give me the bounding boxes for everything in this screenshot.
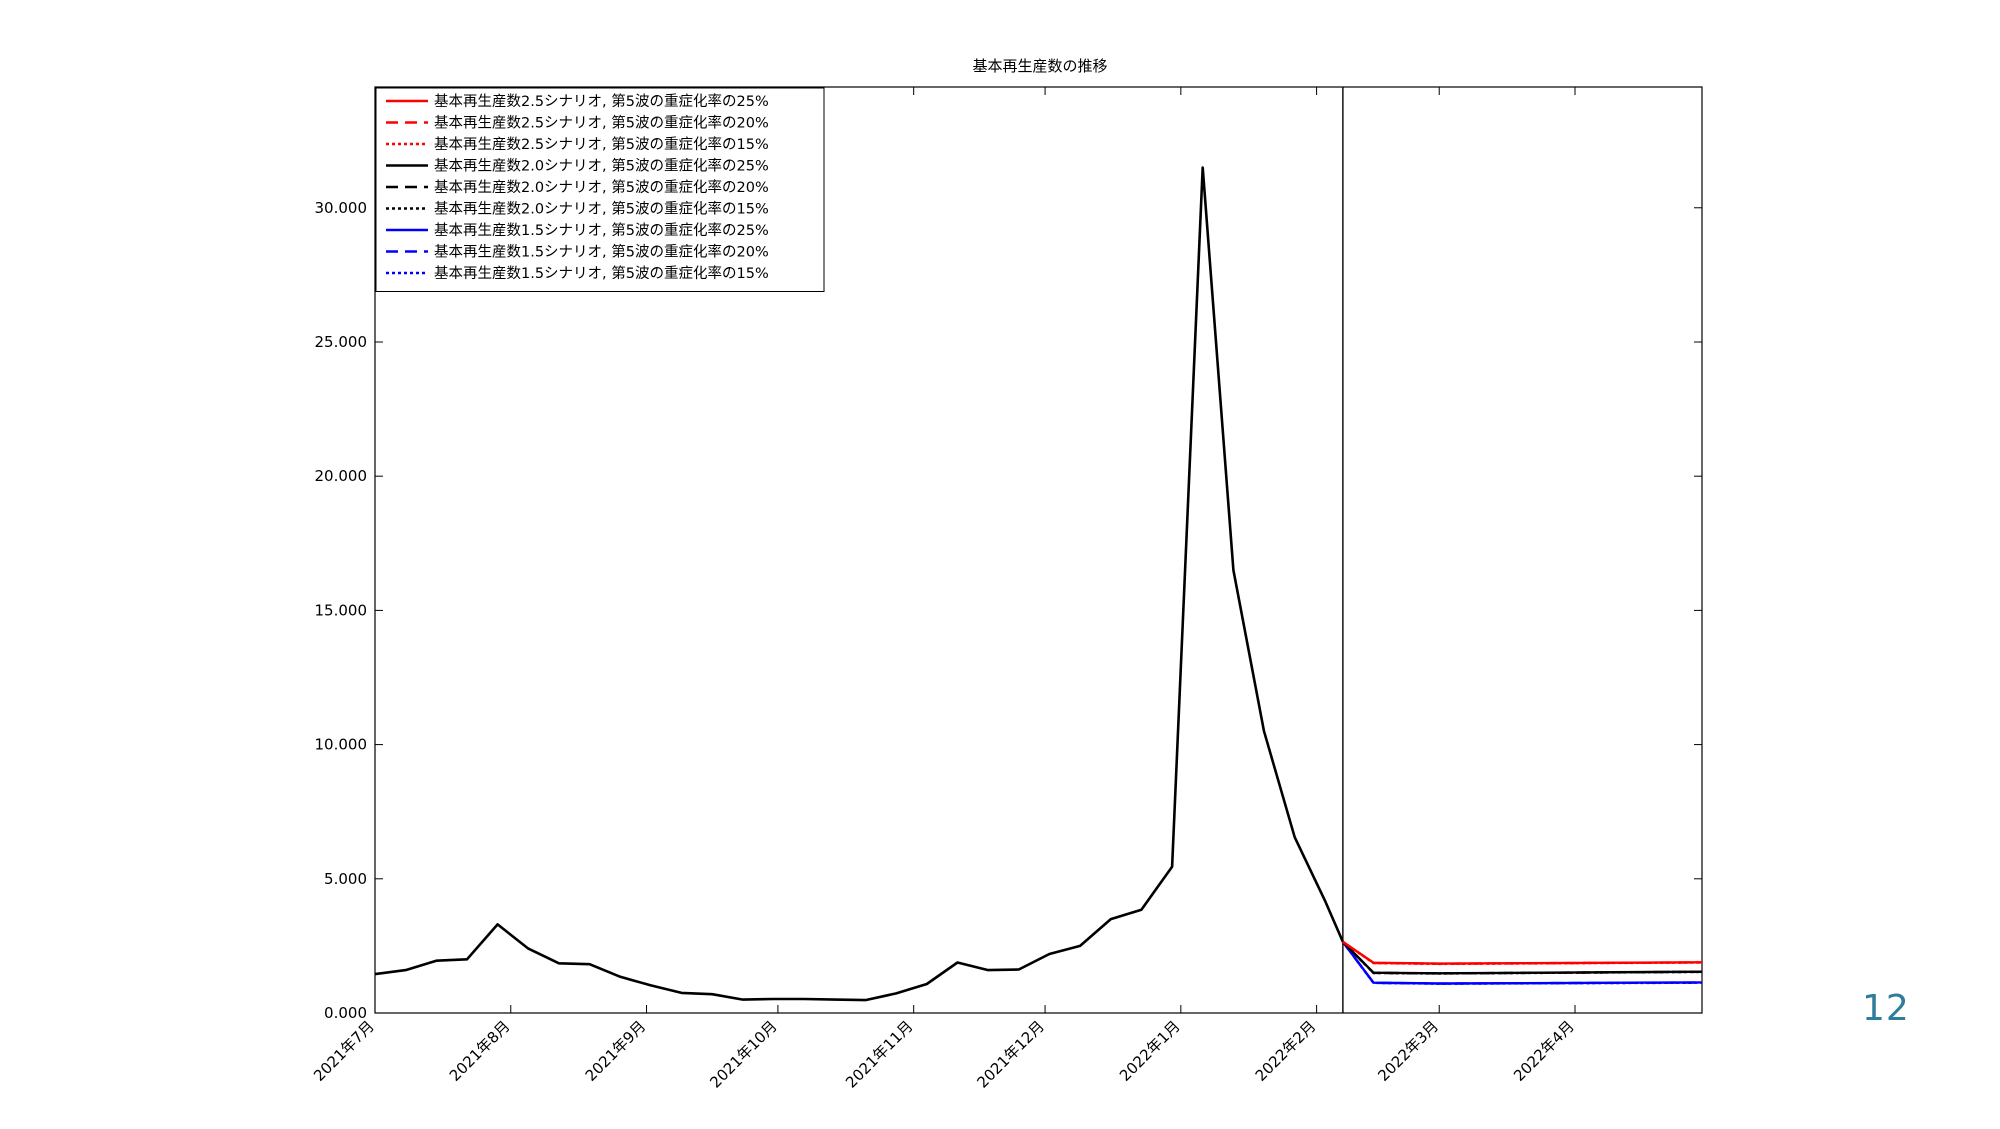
legend-box xyxy=(375,87,825,292)
y-tick-label: 10.000 xyxy=(315,736,368,754)
series-line-2 xyxy=(1342,940,1703,965)
x-tick-label: 2021年11月 xyxy=(842,1017,916,1091)
y-tick-label: 20.000 xyxy=(315,467,368,485)
legend-label: 基本再生産数2.5シナリオ, 第5波の重症化率の15% xyxy=(434,135,769,153)
y-tick-label: 5.000 xyxy=(324,870,367,888)
page-number: 12 xyxy=(1862,988,1910,1029)
x-tick-label: 2021年9月 xyxy=(582,1017,650,1085)
axes-box xyxy=(374,86,1703,1014)
x-tick-label: 2021年7月 xyxy=(310,1017,378,1085)
legend-label: 基本再生産数2.0シナリオ, 第5波の重症化率の15% xyxy=(434,200,769,218)
legend-label: 基本再生産数2.5シナリオ, 第5波の重症化率の25% xyxy=(434,92,769,110)
legend-label: 基本再生産数1.5シナリオ, 第5波の重症化率の25% xyxy=(434,221,769,239)
series-line-5 xyxy=(1342,941,1703,975)
y-tick-label: 30.000 xyxy=(315,199,368,217)
legend-label: 基本再生産数1.5シナリオ, 第5波の重症化率の20% xyxy=(434,243,769,261)
chart-title: 基本再生産数の推移 xyxy=(972,57,1107,75)
x-tick-label: 2022年4月 xyxy=(1510,1017,1578,1085)
x-tick-label: 2021年10月 xyxy=(706,1017,780,1091)
x-tick-label: 2021年8月 xyxy=(446,1017,514,1085)
x-tick-label: 2022年1月 xyxy=(1116,1017,1184,1085)
legend-label: 基本再生産数2.0シナリオ, 第5波の重症化率の25% xyxy=(434,157,769,175)
series-line-3 xyxy=(1342,940,1703,966)
series-line-6 xyxy=(1342,941,1703,975)
series-line-1 xyxy=(1342,940,1703,965)
y-tick-label: 25.000 xyxy=(315,333,368,351)
series-line-history xyxy=(374,166,1345,1002)
series-line-4 xyxy=(1342,941,1703,975)
y-tick-label: 15.000 xyxy=(315,601,368,619)
x-tick-label: 2022年3月 xyxy=(1374,1017,1442,1085)
series-line-9 xyxy=(1341,941,1703,985)
legend: 基本再生産数2.5シナリオ, 第5波の重症化率の25% 基本再生産数2.5シナリオ… xyxy=(375,87,825,292)
legend-label: 基本再生産数1.5シナリオ, 第5波の重症化率の15% xyxy=(434,264,769,282)
legend-label: 基本再生産数2.5シナリオ, 第5波の重症化率の20% xyxy=(434,114,769,132)
y-tick-label: 0.000 xyxy=(324,1004,367,1022)
legend-label: 基本再生産数2.0シナリオ, 第5波の重症化率の20% xyxy=(434,178,769,196)
x-tick-label: 2022年2月 xyxy=(1252,1017,1320,1085)
x-tick-label: 2021年12月 xyxy=(973,1017,1047,1091)
